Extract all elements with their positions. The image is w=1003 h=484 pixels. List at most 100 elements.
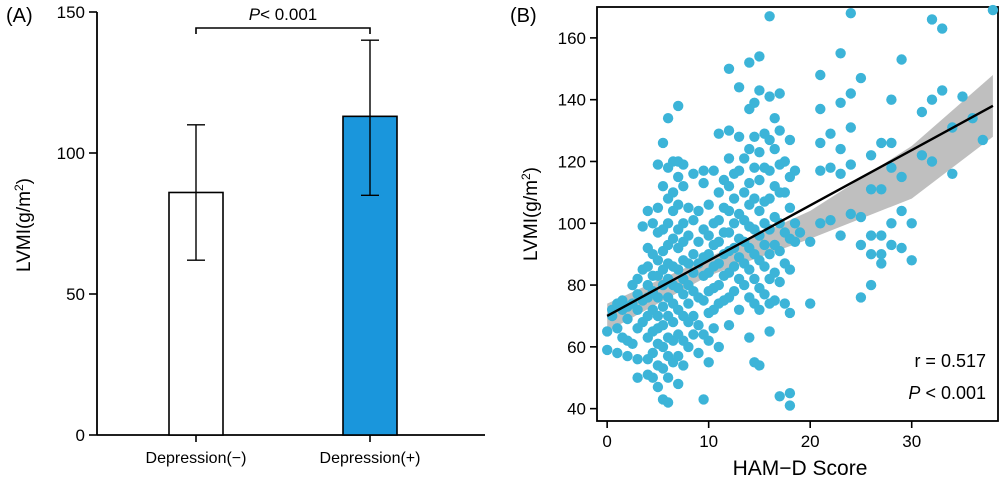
scatter-point: [728, 218, 740, 229]
scatter-point: [667, 187, 679, 198]
scatter-point: [855, 211, 867, 223]
scatter-point: [769, 113, 780, 124]
y-tick-label: 80: [567, 276, 586, 295]
scatter-point: [713, 215, 724, 226]
scatter-point: [774, 88, 785, 99]
scatter-point: [652, 255, 664, 266]
significance-bracket: P< 0.001: [195, 5, 371, 34]
scatter-point: [678, 159, 689, 170]
significance-bracket-line: [195, 27, 371, 34]
scatter-point: [774, 276, 785, 288]
scatter-point: [886, 137, 897, 149]
scatter-point: [835, 143, 846, 155]
scatter-point: [876, 230, 887, 241]
regression-line: [606, 104, 994, 318]
scatter-point: [906, 218, 917, 229]
scatter-point: [865, 150, 877, 161]
x-tick-label: Depression(+): [320, 450, 421, 467]
scatter-point: [622, 313, 633, 325]
panel-b-x-ticks: 0 10 20 30: [602, 421, 921, 451]
scatter-point: [647, 372, 658, 383]
confidence-band: [607, 75, 993, 332]
correlation-r-label: r = 0.517: [914, 351, 986, 371]
scatter-point: [652, 202, 664, 213]
scatter-point: [865, 249, 877, 260]
y-tick-label: 50: [66, 285, 85, 304]
scatter-point: [754, 230, 765, 241]
panel-b-y-axis-label: LVMI(g/m2): [519, 167, 542, 261]
scatter-point: [703, 199, 714, 210]
scatter-point: [728, 193, 740, 204]
scatter-point: [749, 131, 760, 142]
scatter-point: [749, 273, 760, 285]
scatter-point: [662, 397, 674, 408]
scatter-point: [713, 279, 724, 291]
scatter-point: [652, 159, 664, 170]
scatter-point: [728, 261, 740, 272]
scatter-point: [947, 168, 958, 179]
scatter-point: [713, 341, 724, 353]
scatter-point: [835, 48, 846, 59]
scatter-point: [652, 310, 664, 322]
scatter-point: [642, 205, 653, 217]
scatter-point: [667, 233, 679, 244]
scatter-point: [886, 162, 897, 173]
scatter-point: [657, 363, 669, 374]
scatter-point: [673, 171, 684, 183]
panel-a-label: (A): [6, 5, 33, 27]
scatter-point: [652, 381, 664, 393]
y-tick-label: 100: [558, 214, 586, 233]
scatter-point: [845, 122, 856, 133]
scatter-point: [937, 23, 948, 34]
scatter-point: [667, 316, 679, 328]
scatter-point: [688, 310, 699, 322]
scatter-point: [657, 341, 669, 353]
scatter-point: [779, 298, 790, 309]
scatter-point: [794, 227, 806, 238]
scatter-point: [657, 320, 669, 331]
y-tick-label: 160: [558, 29, 586, 48]
scatter-point: [896, 54, 907, 65]
scatter-point: [698, 177, 709, 189]
regression-line-path: [606, 104, 994, 318]
scatter-point: [723, 63, 735, 74]
scatter-point: [673, 378, 684, 390]
scatter-point: [916, 106, 928, 118]
panel-b-plot-frame: [596, 6, 999, 422]
scatter-point: [764, 165, 775, 176]
scatter-point: [693, 236, 704, 247]
scatter-point: [754, 360, 765, 371]
scatter-point: [784, 134, 796, 146]
scatter-point: [688, 329, 699, 340]
scatter-point: [754, 174, 765, 186]
scatter-point: [688, 168, 699, 179]
x-tick-label: Depression(−): [146, 450, 247, 467]
scatter-point: [683, 341, 694, 353]
scatter-point: [774, 245, 785, 257]
scatter-point: [708, 323, 719, 334]
scatter-point: [733, 165, 745, 176]
scatter-point: [769, 295, 780, 306]
scatter-point: [693, 205, 704, 217]
scatter-point: [855, 72, 867, 84]
scatter-point: [886, 218, 897, 229]
scatter-point: [602, 326, 613, 337]
scatter-point: [733, 131, 745, 142]
scatter-point: [805, 236, 816, 247]
scatter-point: [769, 143, 780, 155]
scatter-point: [784, 264, 796, 275]
scatter-point: [845, 88, 856, 99]
significance-label: P< 0.001: [249, 5, 318, 24]
scatter-point: [683, 230, 694, 241]
correlation-p-label: P < 0.001: [908, 383, 986, 403]
scatter-point: [723, 153, 735, 164]
scatter-point: [678, 289, 689, 300]
scatter-point: [815, 69, 826, 81]
scatter-point: [815, 165, 826, 176]
x-tick-label: 10: [699, 432, 718, 451]
scatter-point: [759, 261, 770, 272]
scatter-point: [764, 326, 775, 337]
scatter-point: [815, 218, 826, 229]
scatter-point: [886, 239, 897, 251]
scatter-point: [784, 307, 796, 319]
